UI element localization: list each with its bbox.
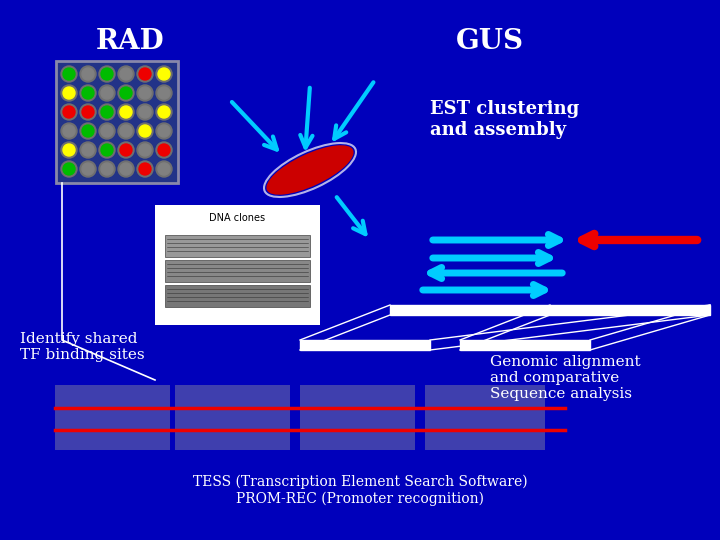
- Bar: [165, 235, 310, 257]
- Bar: [165, 285, 310, 307]
- Circle shape: [137, 161, 153, 177]
- Circle shape: [80, 85, 96, 101]
- Circle shape: [120, 144, 132, 156]
- Circle shape: [82, 106, 94, 118]
- Circle shape: [158, 106, 170, 118]
- Circle shape: [139, 163, 151, 175]
- Bar: [56, 61, 178, 183]
- Circle shape: [156, 104, 172, 120]
- Circle shape: [156, 123, 172, 139]
- Circle shape: [139, 125, 151, 137]
- Circle shape: [82, 87, 94, 99]
- Circle shape: [99, 104, 115, 120]
- Circle shape: [80, 142, 96, 158]
- Circle shape: [61, 66, 77, 82]
- Circle shape: [156, 66, 172, 82]
- Bar: [390, 305, 710, 315]
- Circle shape: [101, 163, 113, 175]
- Text: RAD: RAD: [96, 28, 164, 55]
- Circle shape: [99, 85, 115, 101]
- Circle shape: [118, 123, 134, 139]
- Circle shape: [156, 85, 172, 101]
- Circle shape: [63, 125, 75, 137]
- Bar: [300, 385, 415, 450]
- Circle shape: [61, 142, 77, 158]
- Circle shape: [118, 66, 134, 82]
- Text: Identify shared
TF binding sites: Identify shared TF binding sites: [20, 332, 145, 362]
- Circle shape: [158, 163, 170, 175]
- Circle shape: [61, 123, 77, 139]
- Circle shape: [139, 144, 151, 156]
- Circle shape: [63, 87, 75, 99]
- Circle shape: [80, 123, 96, 139]
- Circle shape: [158, 68, 170, 80]
- Circle shape: [101, 68, 113, 80]
- Circle shape: [118, 85, 134, 101]
- Circle shape: [120, 125, 132, 137]
- Text: GUS: GUS: [456, 28, 524, 55]
- Circle shape: [63, 163, 75, 175]
- Bar: [155, 205, 320, 325]
- Circle shape: [137, 104, 153, 120]
- Circle shape: [120, 106, 132, 118]
- Bar: [55, 385, 170, 450]
- Circle shape: [99, 123, 115, 139]
- Circle shape: [63, 106, 75, 118]
- Circle shape: [137, 85, 153, 101]
- Circle shape: [158, 125, 170, 137]
- Circle shape: [118, 142, 134, 158]
- Circle shape: [120, 68, 132, 80]
- Circle shape: [80, 161, 96, 177]
- Circle shape: [61, 104, 77, 120]
- Bar: [300, 340, 430, 350]
- Circle shape: [101, 144, 113, 156]
- Ellipse shape: [266, 145, 354, 195]
- Circle shape: [101, 87, 113, 99]
- Circle shape: [118, 161, 134, 177]
- Circle shape: [82, 163, 94, 175]
- Circle shape: [82, 144, 94, 156]
- Circle shape: [120, 87, 132, 99]
- Circle shape: [99, 66, 115, 82]
- Circle shape: [139, 106, 151, 118]
- Circle shape: [80, 104, 96, 120]
- Text: DNA clones: DNA clones: [210, 213, 266, 223]
- Circle shape: [139, 68, 151, 80]
- Circle shape: [156, 161, 172, 177]
- Circle shape: [137, 123, 153, 139]
- Circle shape: [82, 125, 94, 137]
- Circle shape: [61, 161, 77, 177]
- Circle shape: [99, 142, 115, 158]
- Circle shape: [101, 106, 113, 118]
- Bar: [460, 340, 590, 350]
- Circle shape: [137, 66, 153, 82]
- Circle shape: [137, 142, 153, 158]
- Text: TESS (Transcription Element Search Software)
PROM-REC (Promoter recognition): TESS (Transcription Element Search Softw…: [193, 475, 527, 506]
- Bar: [175, 385, 290, 450]
- Circle shape: [61, 85, 77, 101]
- Circle shape: [82, 68, 94, 80]
- Text: Genomic alignment
and comparative
Sequence analysis: Genomic alignment and comparative Sequen…: [490, 355, 641, 401]
- Circle shape: [63, 68, 75, 80]
- Bar: [165, 260, 310, 282]
- Circle shape: [80, 66, 96, 82]
- Circle shape: [156, 142, 172, 158]
- Circle shape: [99, 161, 115, 177]
- Circle shape: [158, 144, 170, 156]
- Text: EST clustering
and assembly: EST clustering and assembly: [430, 100, 580, 139]
- Circle shape: [63, 144, 75, 156]
- Circle shape: [158, 87, 170, 99]
- Circle shape: [101, 125, 113, 137]
- Circle shape: [139, 87, 151, 99]
- Circle shape: [120, 163, 132, 175]
- Bar: [425, 385, 545, 450]
- Circle shape: [118, 104, 134, 120]
